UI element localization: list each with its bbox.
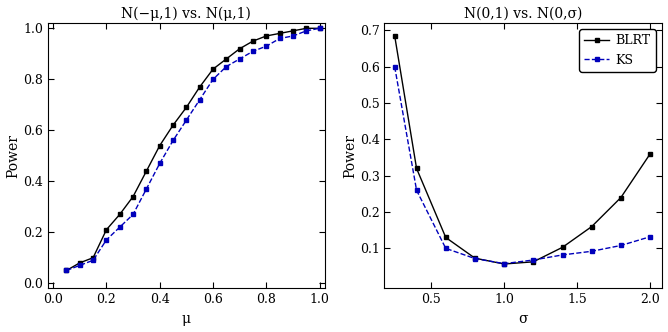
KS	[442, 246, 450, 250]
BLRT	[529, 260, 537, 264]
KS	[471, 257, 479, 261]
Line: BLRT: BLRT	[393, 34, 652, 266]
KS	[391, 65, 399, 69]
BLRT	[646, 152, 654, 156]
BLRT	[617, 196, 625, 200]
BLRT	[442, 235, 450, 239]
BLRT	[391, 34, 399, 38]
KS	[646, 235, 654, 239]
X-axis label: σ: σ	[518, 312, 528, 326]
BLRT	[413, 166, 421, 170]
Title: N(0,1) vs. N(0,σ): N(0,1) vs. N(0,σ)	[464, 7, 582, 21]
KS	[558, 253, 566, 257]
BLRT	[558, 245, 566, 249]
KS	[529, 258, 537, 262]
KS	[588, 249, 596, 253]
Line: KS: KS	[393, 65, 652, 266]
KS	[413, 188, 421, 192]
BLRT	[588, 224, 596, 228]
Legend: BLRT, KS: BLRT, KS	[579, 30, 655, 72]
BLRT	[471, 256, 479, 260]
Y-axis label: Power: Power	[343, 134, 357, 178]
KS	[617, 243, 625, 247]
KS	[500, 262, 508, 266]
X-axis label: μ: μ	[182, 312, 191, 326]
Title: N(−μ,1) vs. N(μ,1): N(−μ,1) vs. N(μ,1)	[122, 6, 251, 21]
Y-axis label: Power: Power	[6, 134, 20, 178]
BLRT	[500, 262, 508, 266]
